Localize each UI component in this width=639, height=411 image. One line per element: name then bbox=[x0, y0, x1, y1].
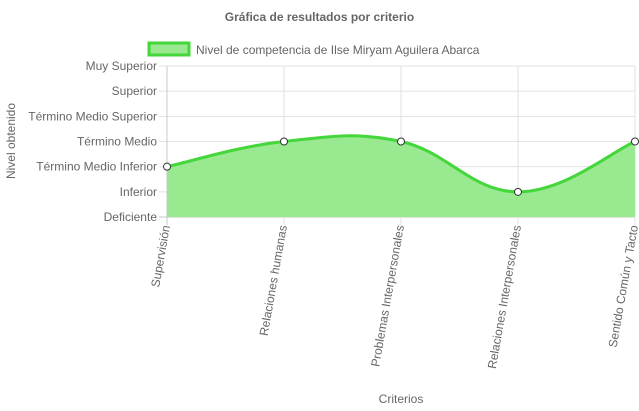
y-tick-label: Superior bbox=[112, 84, 157, 98]
x-axis: Supervisión Relaciones humanas Problemas I… bbox=[148, 224, 639, 370]
x-tick-label: Relaciones humanas bbox=[257, 224, 290, 337]
data-point[interactable] bbox=[514, 187, 522, 196]
legend[interactable]: Nivel de competencia de Ilse Miryam Agui… bbox=[147, 41, 480, 57]
legend-swatch bbox=[147, 41, 191, 57]
chart-title: Gráfica de resultados por criterio bbox=[225, 10, 414, 24]
y-tick-label: Deficiente bbox=[104, 210, 158, 224]
legend-label: Nivel de competencia de Ilse Miryam Agui… bbox=[196, 43, 480, 57]
data-point[interactable] bbox=[163, 162, 171, 171]
x-tick-label: Supervisión bbox=[148, 224, 173, 288]
x-axis-title: Criterios bbox=[379, 392, 424, 406]
x-tick-label: Relaciones Interpersonales bbox=[485, 224, 524, 370]
x-tick-label: Problemas Interpersonales bbox=[368, 224, 407, 368]
y-axis-title: Nivel obtenido bbox=[4, 103, 18, 179]
y-tick-label: Muy Superior bbox=[86, 59, 157, 73]
x-tick-label: Sentido Común y Tacto bbox=[606, 224, 639, 349]
y-tick-label: Inferior bbox=[120, 185, 157, 199]
y-tick-label: Término Medio bbox=[77, 135, 157, 149]
data-point[interactable] bbox=[397, 137, 405, 146]
y-axis: Deficiente Inferior Término Medio Inferior… bbox=[28, 59, 157, 224]
data-point[interactable] bbox=[280, 137, 288, 146]
plot-area bbox=[163, 134, 639, 217]
y-tick-label: Término Medio Inferior bbox=[36, 160, 157, 174]
series-area bbox=[167, 135, 635, 217]
data-point[interactable] bbox=[631, 137, 639, 146]
y-tick-label: Término Medio Superior bbox=[28, 109, 157, 123]
